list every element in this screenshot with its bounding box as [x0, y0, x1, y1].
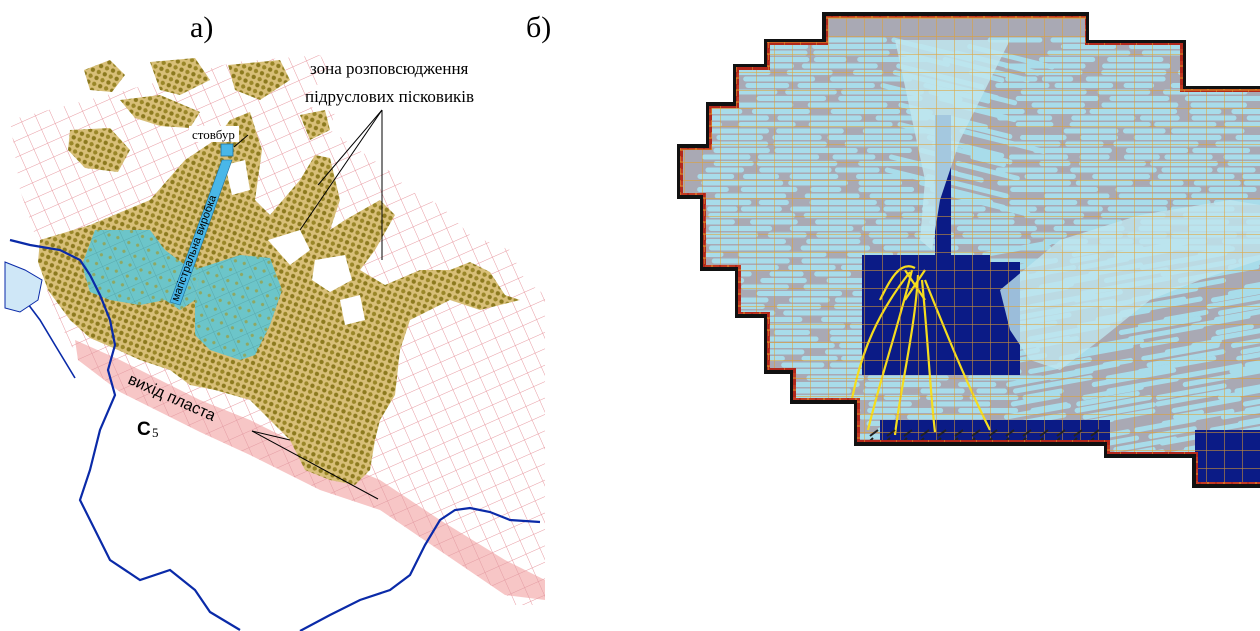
flow-streak: [1100, 461, 1132, 472]
panel-b-model: [677, 12, 1260, 488]
flow-streak: [1039, 477, 1091, 482]
panel-a-label: а): [190, 11, 213, 44]
barren-area: [225, 160, 250, 195]
flow-streak: [1012, 445, 1097, 465]
shaft-label: стовбур: [192, 127, 235, 142]
panel-b-label: б): [526, 11, 551, 44]
shaft-label-bg: [189, 126, 239, 142]
barren-area: [312, 255, 352, 292]
water-body: [4, 261, 43, 313]
mined-panel-right: [195, 255, 282, 360]
main-drift: [169, 159, 233, 306]
flow-streak: [1103, 467, 1139, 478]
flow-streak: [1117, 465, 1202, 482]
flow-streak: [994, 469, 1056, 482]
leader-lines: [233, 109, 383, 500]
flow-streak: [1036, 457, 1093, 472]
flow-streak: [1037, 443, 1097, 459]
seam-subscript: 5: [152, 425, 159, 440]
flow-streak: [1063, 472, 1110, 482]
shaft-marker: [220, 143, 234, 157]
flow-streak: [1101, 476, 1159, 482]
seam-label: C: [137, 419, 151, 440]
zone-label-line1: зона розповсюдження: [310, 59, 469, 78]
river-right: [299, 506, 541, 631]
panel-a-map: [4, 55, 545, 631]
zone-label-line2: підруслових пісковиків: [305, 87, 474, 106]
model-grid: [683, 18, 1260, 482]
flow-streak: [1004, 459, 1086, 478]
mined-panel-left: [82, 230, 200, 310]
river-left: [9, 238, 241, 631]
